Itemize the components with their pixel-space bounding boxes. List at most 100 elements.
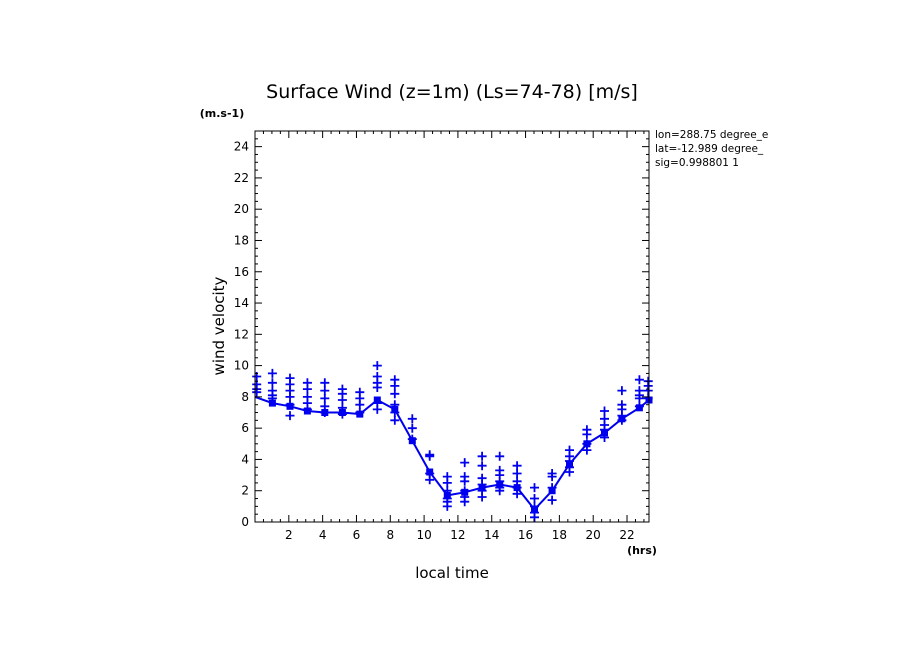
sample-point xyxy=(495,451,505,461)
sample-point xyxy=(372,404,382,414)
mean-point xyxy=(338,409,346,416)
x-tick-label: 18 xyxy=(552,528,567,542)
info-lat: lat=-12.989 degree_ xyxy=(655,143,764,155)
x-tick-label: 10 xyxy=(416,528,431,542)
sample-point xyxy=(337,395,347,405)
sample-point xyxy=(372,383,382,392)
y-tick-label: 14 xyxy=(234,296,249,310)
sample-point xyxy=(547,495,557,505)
sample-point xyxy=(320,386,330,396)
mean-point xyxy=(303,407,311,415)
sample-point xyxy=(442,501,452,511)
sample-point xyxy=(372,361,382,371)
y-tick-label: 10 xyxy=(234,359,249,373)
sample-point xyxy=(442,478,452,488)
y-tick-label: 2 xyxy=(241,484,249,498)
info-lon: lon=288.75 degree_e xyxy=(655,129,768,141)
mean-point xyxy=(408,437,416,445)
mean-series-line xyxy=(254,395,650,512)
sample-point xyxy=(617,386,627,396)
sample-point xyxy=(643,386,653,396)
mean-point xyxy=(268,399,276,407)
y-tick-label: 6 xyxy=(241,421,249,435)
mean-point xyxy=(531,506,538,513)
y-tick-label: 8 xyxy=(241,390,249,404)
x-tick-label: 20 xyxy=(586,528,601,542)
sample-point xyxy=(355,400,365,410)
y-tick-label: 20 xyxy=(234,202,249,216)
sample-point xyxy=(460,497,470,507)
mean-point xyxy=(426,468,434,476)
mean-point xyxy=(566,460,573,468)
x-axis-label: local time xyxy=(415,564,489,582)
sample-point xyxy=(477,492,487,502)
sample-point xyxy=(407,414,417,424)
info-sig: sig=0.998801 1 xyxy=(655,157,739,169)
plot-frame xyxy=(254,130,650,523)
y-tick-label: 0 xyxy=(241,515,249,529)
x-tick-label: 8 xyxy=(386,528,394,542)
x-tick-label: 16 xyxy=(518,528,533,542)
sample-point xyxy=(477,461,487,471)
x-unit-label: (hrs) xyxy=(627,544,657,557)
sample-point xyxy=(530,483,539,493)
mean-point xyxy=(513,484,521,492)
sample-point xyxy=(425,475,435,485)
y-tick-label: 12 xyxy=(234,327,249,341)
sample-point xyxy=(267,368,277,378)
sample-point xyxy=(320,393,330,403)
mean-point xyxy=(321,409,329,416)
sample-point xyxy=(477,451,487,461)
sample-point xyxy=(425,451,435,461)
y-tick-label: 16 xyxy=(234,265,249,279)
mean-point xyxy=(478,484,486,492)
y-tick-label: 18 xyxy=(234,233,249,247)
plot-area xyxy=(252,361,653,522)
x-tick-label: 2 xyxy=(285,528,293,542)
sample-point xyxy=(634,393,644,403)
x-tick-label: 6 xyxy=(353,528,361,542)
chart-title: Surface Wind (z=1m) (Ls=74-78) [m/s] xyxy=(266,81,638,103)
mean-point xyxy=(373,396,381,404)
y-axis-label: wind velocity xyxy=(210,276,228,375)
sample-point xyxy=(512,469,522,478)
sample-point xyxy=(302,384,312,394)
x-tick-label: 4 xyxy=(319,528,327,542)
x-tick-label: 12 xyxy=(450,528,465,542)
mean-point xyxy=(583,440,591,448)
sample-point xyxy=(390,381,400,391)
y-unit-label: (m.s-1) xyxy=(200,107,244,120)
mean-point xyxy=(496,481,504,488)
mean-point xyxy=(461,488,469,496)
mean-point xyxy=(356,410,364,418)
sample-point xyxy=(460,458,470,468)
sample-point xyxy=(285,392,295,402)
sample-point xyxy=(547,472,557,482)
sample-point xyxy=(565,467,574,477)
mean-point xyxy=(548,487,556,495)
mean-point xyxy=(286,402,294,410)
mean-point xyxy=(618,415,626,423)
sample-point xyxy=(460,476,470,486)
mean-point xyxy=(443,491,451,499)
sample-point xyxy=(390,389,400,399)
y-tick-label: 4 xyxy=(241,452,249,466)
mean-point xyxy=(391,405,399,413)
y-tick-label: 24 xyxy=(234,140,249,154)
sample-point xyxy=(320,378,330,388)
sample-point xyxy=(407,423,417,433)
sample-point xyxy=(600,406,609,416)
sample-point xyxy=(512,461,522,471)
sample-point xyxy=(530,494,539,503)
mean-point xyxy=(635,404,643,412)
x-tick-label: 14 xyxy=(484,528,499,542)
sample-point xyxy=(267,378,277,388)
sample-point xyxy=(582,429,592,439)
mean-point xyxy=(601,429,608,437)
sample-point xyxy=(285,411,295,421)
y-tick-label: 22 xyxy=(234,171,249,185)
sample-point xyxy=(634,375,644,385)
sample-point xyxy=(390,415,400,425)
